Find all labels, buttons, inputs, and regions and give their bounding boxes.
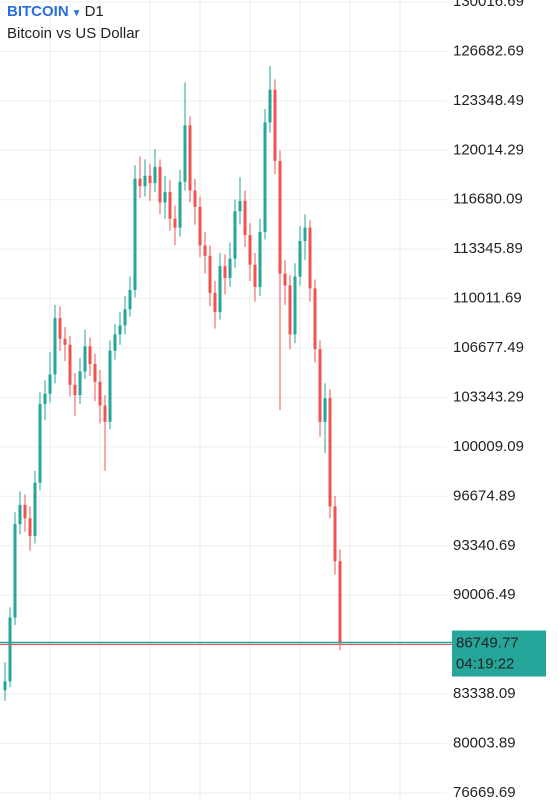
candle-body [163,192,167,203]
candle-body [208,255,212,293]
y-tick-label: 96674.89 [453,487,516,504]
candle-body [213,292,217,313]
candle-body [43,393,47,405]
candle-body [333,506,337,562]
candle-body [323,398,327,422]
candle-body [23,504,27,519]
candle-body [38,404,42,483]
candle-body [328,398,332,507]
candle-body [83,346,87,372]
candle-body [133,178,137,290]
candle-body [258,232,262,287]
candle-body [233,211,237,259]
y-tick-label: 110011.69 [453,290,522,307]
candle-body [8,617,12,682]
candle-body [78,371,82,396]
candle-body [303,227,307,241]
candle-body [113,334,117,351]
candle-body [143,175,147,187]
candle-body [308,227,312,289]
candle-body [278,160,282,274]
candle-body [283,273,287,286]
candle-body [263,122,267,233]
y-tick-label: 83338.09 [453,685,516,702]
candle-body [68,344,72,385]
candle-body [338,561,342,644]
candle-body [153,166,157,184]
last-price-label: 86749.77 [456,635,519,652]
y-tick-label: 126682.69 [453,42,524,59]
candle-body [183,125,187,182]
candle-body [203,245,207,256]
candle-body [48,374,52,394]
y-tick-label: 80003.89 [453,735,516,752]
y-tick-label: 76669.69 [453,784,516,800]
symbol-row: BITCOIN ▼ D1 [7,2,140,24]
timeframe[interactable]: D1 [84,3,104,20]
y-tick-label: 100009.09 [453,438,524,455]
candle-body [118,325,122,335]
candle-body [273,89,277,161]
candle-body [228,258,232,279]
countdown-label: 04:19:22 [456,656,514,673]
candle-body [28,518,32,537]
candle-body [178,181,182,228]
candle-body [248,235,252,265]
candle-body [58,318,62,339]
candle-body [103,405,107,422]
y-tick-label: 123348.49 [453,92,524,109]
y-tick-label: 106677.49 [453,339,524,356]
candle-body [88,346,92,365]
candle-body [253,264,257,287]
candle-body [318,349,322,422]
candle-body [198,206,202,246]
candle-body [108,350,112,422]
candle-body [223,266,227,279]
y-tick-label: 90006.49 [453,586,516,603]
candle-body [288,285,292,335]
candle-body [238,200,242,212]
y-tick-label: 120014.29 [453,141,524,158]
dropdown-icon[interactable]: ▼ [71,8,82,19]
candle-body [298,240,302,277]
candle-body [268,89,272,123]
candle-body [148,175,152,184]
candle-body [173,218,177,228]
candle-body [93,364,97,382]
candle-body [293,276,297,335]
candle-body [63,338,67,345]
y-tick-label: 93340.69 [453,537,516,554]
candle-body [168,192,172,219]
candle-body [138,178,142,187]
y-tick-label: 116680.09 [453,191,523,208]
candle-body [193,190,197,207]
candle-body [3,681,7,691]
chart-header: BITCOIN ▼ D1 Bitcoin vs US Dollar [7,2,140,44]
candle-body [128,289,132,310]
candle-body [98,381,102,406]
y-tick-label: 103343.29 [453,388,524,405]
subtitle: Bitcoin vs US Dollar [7,25,140,42]
candle-body [188,125,192,191]
candle-body [123,309,127,326]
candle-body [158,166,162,203]
candle-body [18,504,22,525]
candle-body [313,288,317,350]
y-tick-label: 113345.89 [453,240,523,257]
candle-body [243,200,247,236]
candle-body [33,482,37,537]
y-tick-label: 130016.69 [453,0,524,10]
candle-body [53,318,57,375]
symbol[interactable]: BITCOIN [7,3,69,20]
candle-body [218,266,222,313]
candle-body [73,384,77,396]
candle-body [13,524,17,618]
last-price-box [452,630,546,677]
